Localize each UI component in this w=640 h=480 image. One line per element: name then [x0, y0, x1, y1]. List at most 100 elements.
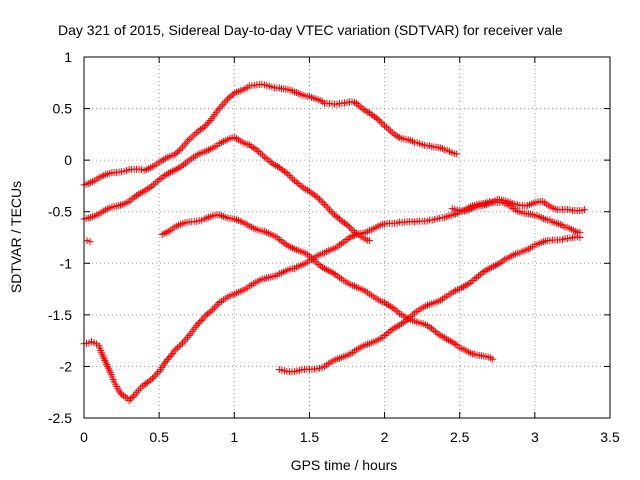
data-sample-arc-2	[315, 195, 323, 203]
data-sample-arc-1	[222, 97, 230, 105]
data-sample-arc-2	[327, 208, 335, 216]
x-axis-label: GPS time / hours	[291, 457, 398, 473]
data-sample-arc-1	[379, 120, 387, 128]
y-tick-label: 1	[64, 49, 72, 65]
data-point-arc-1	[215, 105, 223, 113]
data-sample-arc-2	[319, 199, 327, 207]
data-sample-arc-1	[179, 143, 187, 151]
y-tick-label: -1.5	[48, 307, 72, 323]
data-sample-arc-4	[145, 377, 153, 385]
data-sample-arc-3	[431, 328, 439, 336]
data-point-arc-2	[366, 237, 374, 245]
data-sample-arc-2	[285, 172, 293, 180]
data-sample-arc-2	[329, 209, 337, 217]
data-sample-arc-4	[175, 342, 183, 350]
x-tick-label: 1	[230, 429, 238, 445]
plot-frame	[83, 56, 611, 419]
data-sample-arc-4	[210, 304, 218, 312]
y-tick-label: 0.5	[53, 101, 73, 117]
data-sample-arc-4	[128, 394, 136, 402]
data-sample-arc-1	[203, 120, 211, 128]
data-point-arc-2	[335, 215, 343, 223]
data-point-arc-1	[453, 150, 461, 158]
data-sample-arc-4	[174, 344, 182, 352]
data-sample-arc-3	[289, 244, 297, 252]
data-sample-arc-1	[386, 127, 394, 135]
data-point-arc-4	[170, 347, 178, 355]
data-sample-arc-1	[214, 106, 222, 114]
data-sample-arc-1	[388, 128, 396, 136]
data-point-arc-4	[125, 396, 133, 404]
data-sample-arc-2	[284, 170, 292, 178]
data-sample-arc-2	[312, 192, 320, 200]
y-axis-label: SDTVAR / TECUs	[8, 181, 24, 293]
data-sample-arc-1	[352, 99, 360, 107]
data-sample-arc-1	[229, 91, 237, 99]
data-sample-arc-1	[202, 121, 210, 129]
data-sample-arc-1	[177, 145, 185, 153]
data-sample-arc-4	[212, 302, 220, 310]
data-sample-arc-1	[382, 123, 390, 131]
data-sample-arc-2	[324, 204, 332, 212]
data-sample-arc-4	[207, 307, 215, 315]
data-sample-arc-1	[205, 118, 213, 126]
x-tick-label: 2	[381, 429, 389, 445]
data-sample-arc-2	[346, 223, 354, 231]
data-point-arc-1	[185, 136, 193, 144]
data-sample-arc-2	[257, 149, 265, 157]
data-point-isolated	[83, 237, 91, 245]
data-sample-arc-1	[227, 92, 235, 100]
data-sample-arc-2	[287, 173, 295, 181]
x-tick-label: 3	[531, 429, 539, 445]
data-point-arc-6	[580, 206, 588, 214]
data-point-arc-3	[489, 355, 497, 363]
y-tick-label: 0	[64, 152, 72, 168]
data-sample-arc-2	[342, 220, 350, 228]
data-sample-arc-4	[193, 321, 201, 329]
x-tick-label: 1.5	[300, 429, 320, 445]
data-sample-arc-1	[175, 147, 183, 155]
data-sample-arc-3	[313, 259, 321, 267]
data-sample-arc-4	[194, 320, 202, 328]
data-point-isolated	[86, 238, 94, 246]
data-sample-arc-4	[167, 351, 175, 359]
data-sample-arc-1	[189, 132, 197, 140]
data-sample-arc-4	[209, 306, 217, 314]
x-tick-label: 3.5	[600, 429, 620, 445]
data-sample-arc-1	[172, 149, 180, 157]
data-sample-arc-4	[172, 345, 180, 353]
data-sample-arc-2	[314, 194, 322, 202]
data-sample-arc-1	[187, 134, 195, 142]
data-point-arc-1	[200, 123, 208, 131]
data-sample-arc-1	[184, 137, 192, 145]
data-sample-arc-1	[191, 130, 199, 138]
data-sample-arc-4	[177, 341, 185, 349]
data-sample-arc-4	[214, 300, 222, 308]
y-tick-label: -1	[60, 255, 73, 271]
data-sample-arc-1	[356, 103, 364, 111]
data-sample-arc-4	[101, 356, 109, 364]
data-sample-arc-4	[147, 376, 155, 384]
x-tick-label: 0	[80, 429, 88, 445]
data-sample-arc-4	[205, 309, 213, 317]
data-sample-arc-2	[289, 175, 297, 183]
data-sample-arc-1	[377, 118, 385, 126]
data-sample-arc-2	[262, 154, 270, 162]
y-tick-label: -2	[60, 358, 73, 374]
x-tick-label: 2.5	[450, 429, 470, 445]
data-sample-arc-4	[148, 374, 156, 382]
data-sample-arc-1	[225, 94, 233, 102]
data-sample-arc-4	[150, 373, 158, 381]
y-tick-label: -2.5	[48, 410, 72, 426]
data-point-arc-1	[366, 109, 374, 117]
data-sample-arc-4	[130, 392, 138, 400]
data-sample-arc-4	[152, 371, 160, 379]
y-tick-label: -0.5	[48, 204, 72, 220]
data-sample-arc-1	[376, 117, 384, 125]
data-sample-arc-4	[179, 339, 187, 347]
data-sample-arc-4	[197, 316, 205, 324]
data-sample-arc-2	[322, 202, 330, 210]
data-sample-arc-2	[151, 179, 159, 187]
data-point-arc-5	[576, 234, 584, 241]
data-point-arc-4	[200, 313, 208, 321]
